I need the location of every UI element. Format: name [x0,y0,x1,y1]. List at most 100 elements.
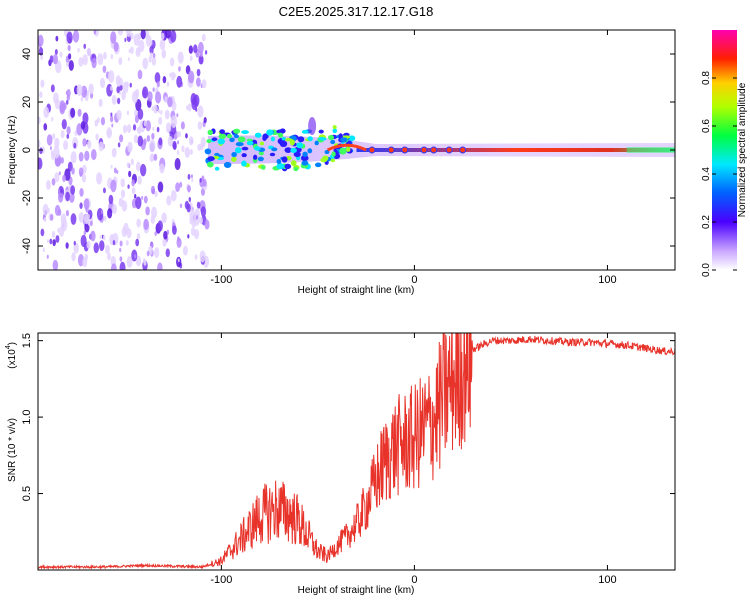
noise-speckle [78,212,84,223]
noise-speckle [196,77,201,87]
noise-speckle [110,112,113,117]
noise-speckle [80,121,86,130]
noise-speckle [190,174,193,179]
noise-speckle [109,115,114,123]
signal-blob [211,137,218,141]
noise-speckle [134,254,137,259]
noise-speckle [160,32,165,40]
noise-speckle [117,97,121,105]
noise-speckle [83,43,87,49]
signal-blob [279,140,288,148]
noise-speckle [173,73,176,78]
noise-speckle [103,51,107,60]
noise-speckle [42,247,45,253]
signal-blob [231,156,237,162]
noise-speckle [197,121,203,130]
noise-speckle [90,230,96,242]
signal-blob [259,141,265,146]
signal-blob [206,161,214,168]
noise-speckle [134,115,139,124]
noise-speckle [40,79,45,88]
noise-speckle [201,79,207,89]
noise-speckle [50,213,54,221]
noise-speckle [193,44,198,54]
signal-blob [234,147,242,154]
noise-speckle [117,30,124,36]
noise-speckle [93,30,97,35]
signal-blob [281,137,286,141]
noise-speckle [127,57,130,62]
signal-blob [281,156,288,163]
snr-y-label: SNR (10 * v/v) [7,418,18,482]
noise-speckle [135,238,140,247]
noise-speckle [116,109,122,121]
snr-y-tick-label: 1.0 [21,409,33,424]
noise-speckle [107,252,111,261]
signal-blob [293,151,301,158]
noise-speckle [57,208,62,216]
signal-bead [401,146,409,154]
noise-speckle [194,254,198,260]
signal-blob [233,134,240,139]
snr-marks [38,333,675,570]
noise-speckle [119,247,122,253]
noise-speckle [73,142,77,149]
signal-blob [290,160,297,166]
noise-speckle [193,94,200,107]
signal-blob [204,148,212,155]
noise-speckle [79,172,83,177]
noise-speckle [136,233,141,240]
noise-speckle [59,103,66,115]
noise-speckle [126,256,133,268]
signal-blob [293,167,299,172]
noise-speckle [100,117,106,126]
spectrogram-x-tick-label: -100 [210,274,232,286]
noise-speckle [131,187,136,195]
noise-speckle [158,109,160,114]
noise-speckle [94,119,98,127]
noise-speckle [155,91,162,104]
noise-speckle [101,209,104,214]
signal-blob [257,156,264,162]
spectrogram-x-tick-label: 0 [411,274,417,286]
snr-multiplier-close: ) [7,342,18,345]
noise-speckle [99,77,106,89]
noise-speckle [80,96,84,102]
noise-speckle [77,47,80,53]
noise-speckle [70,213,77,225]
noise-speckle [42,203,49,216]
noise-speckle [108,194,114,205]
signal-line [356,148,675,152]
noise-speckle [79,188,84,197]
signal-blob [246,138,253,142]
signal-blob [223,161,232,169]
noise-speckle [61,118,67,130]
noise-speckle [152,87,155,92]
noise-speckle [81,173,87,183]
noise-speckle [130,158,134,166]
signal-blob [332,128,338,134]
noise-speckle [40,54,44,61]
noise-speckle [71,252,76,262]
signal-blob [261,165,266,170]
noise-speckle [159,163,165,174]
noise-speckle [150,215,156,224]
signal-blob [328,134,335,141]
noise-speckle [57,191,64,203]
noise-speckle [135,196,142,210]
noise-speckle [95,133,99,141]
signal-blob [207,129,213,136]
noise-speckle [110,179,117,193]
noise-speckle [67,44,71,52]
signal-blob [237,136,246,143]
noise-speckle [134,88,140,98]
noise-speckle [110,31,117,44]
noise-speckle [137,32,142,40]
noise-speckle [134,194,137,199]
signal-blob [284,147,292,153]
snr-axes: -100 0 100 0.5 1.0 1.5 [21,333,675,586]
noise-speckle [90,220,93,227]
svg-text:(x104): (x104) [5,342,18,369]
noise-speckle [149,139,156,153]
